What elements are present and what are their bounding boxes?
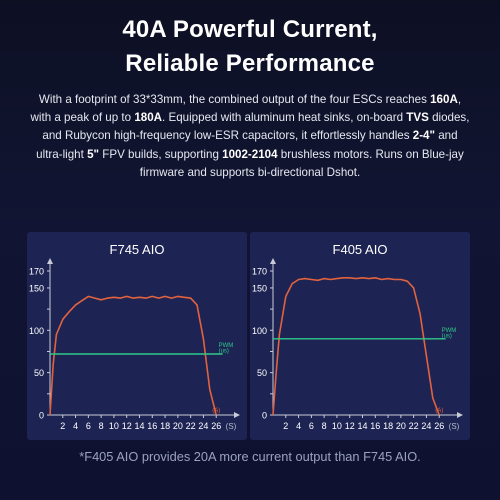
description-highlight: 160A xyxy=(430,93,458,106)
x-tick-label: 8 xyxy=(99,421,104,431)
y-tick-label: 0 xyxy=(262,411,267,421)
current-unit-label: (A) xyxy=(435,408,443,414)
x-tick-label: 10 xyxy=(109,421,119,431)
x-tick-label: 22 xyxy=(186,421,196,431)
y-axis-arrow xyxy=(47,258,53,264)
description-text: With a footprint of 33*33mm, the combine… xyxy=(38,93,431,106)
x-tick-label: 8 xyxy=(322,421,327,431)
y-tick-label: 150 xyxy=(29,283,44,293)
x-tick-label: 2 xyxy=(283,421,288,431)
y-tick-label: 170 xyxy=(29,267,44,277)
description-highlight: TVS xyxy=(406,111,429,125)
x-tick-label: 4 xyxy=(73,421,78,431)
x-tick-label: 12 xyxy=(122,421,132,431)
x-tick-label: 6 xyxy=(86,421,91,431)
y-tick-label: 50 xyxy=(257,368,267,378)
footnote: *F405 AIO provides 20A more current outp… xyxy=(79,449,421,464)
chart-title: F405 AIO xyxy=(332,242,388,257)
y-tick-label: 50 xyxy=(34,368,44,378)
x-tick-label: 16 xyxy=(370,421,380,431)
description-paragraph: With a footprint of 33*33mm, the combine… xyxy=(30,91,470,182)
headline-line-2: Reliable Performance xyxy=(125,50,375,77)
pwm-unit-label: (us) xyxy=(219,349,229,355)
y-tick-label: 170 xyxy=(252,267,267,277)
x-tick-label: 14 xyxy=(357,421,367,431)
description-highlight: 2-4" xyxy=(412,129,436,143)
pwm-label: PWM xyxy=(442,328,457,334)
chart-panel-f745: F745 AIO 0 50 100 150 170 2 4 6 8 10 12 14 16 18 20 22 2… xyxy=(27,232,247,440)
x-tick-label: 2 xyxy=(60,421,65,431)
x-unit-label: (S) xyxy=(449,422,460,431)
description-text: and ultra-light xyxy=(36,129,458,161)
x-tick-label: 18 xyxy=(383,421,393,431)
x-tick-label: 26 xyxy=(434,421,444,431)
y-tick-label: 100 xyxy=(252,326,267,336)
x-tick-label: 24 xyxy=(421,421,431,431)
y-axis-arrow xyxy=(270,258,276,264)
x-tick-label: 20 xyxy=(396,421,406,431)
x-tick-label: 20 xyxy=(173,421,183,431)
description-text: FPV builds, supporting xyxy=(99,147,223,161)
x-tick-label: 26 xyxy=(211,421,221,431)
x-tick-label: 24 xyxy=(198,421,208,431)
pwm-label: PWM xyxy=(219,343,234,349)
description-highlight: 1002-2104 xyxy=(222,147,278,161)
x-tick-label: 4 xyxy=(296,421,301,431)
x-unit-label: (S) xyxy=(226,422,237,431)
description-highlight: 180A xyxy=(134,111,163,125)
description-text: brushless motors. Runs on Blue-jay firmw… xyxy=(139,147,464,179)
x-tick-label: 16 xyxy=(147,421,157,431)
description-text: . Equipped with aluminum heat sinks, on-… xyxy=(162,111,407,125)
chart-panel-f405: F405 AIO 0 50 100 150 170 2 4 6 8 10 12 14 16 18 20 22 2… xyxy=(250,232,470,440)
y-tick-label: 0 xyxy=(39,411,44,421)
x-tick-label: 18 xyxy=(160,421,170,431)
x-axis-arrow xyxy=(234,412,240,418)
description-text: diodes, and Rubycon high-frequency low-E… xyxy=(42,111,470,143)
y-tick-label: 100 xyxy=(29,326,44,336)
current-line xyxy=(49,295,217,416)
current-unit-label: (A) xyxy=(212,408,220,414)
description-highlight: 5" xyxy=(87,147,100,161)
description-text: , with a peak of up to xyxy=(30,93,462,125)
x-tick-label: 6 xyxy=(309,421,314,431)
chart-title: F745 AIO xyxy=(109,242,165,257)
x-tick-label: 22 xyxy=(409,421,419,431)
x-tick-label: 10 xyxy=(332,421,342,431)
y-tick-label: 150 xyxy=(252,283,267,293)
x-tick-label: 12 xyxy=(345,421,355,431)
current-line xyxy=(272,276,440,416)
x-tick-label: 14 xyxy=(134,421,144,431)
headline-line-1: 40A Powerful Current, xyxy=(122,16,378,43)
pwm-unit-label: (us) xyxy=(442,333,452,339)
x-axis-arrow xyxy=(457,412,463,418)
